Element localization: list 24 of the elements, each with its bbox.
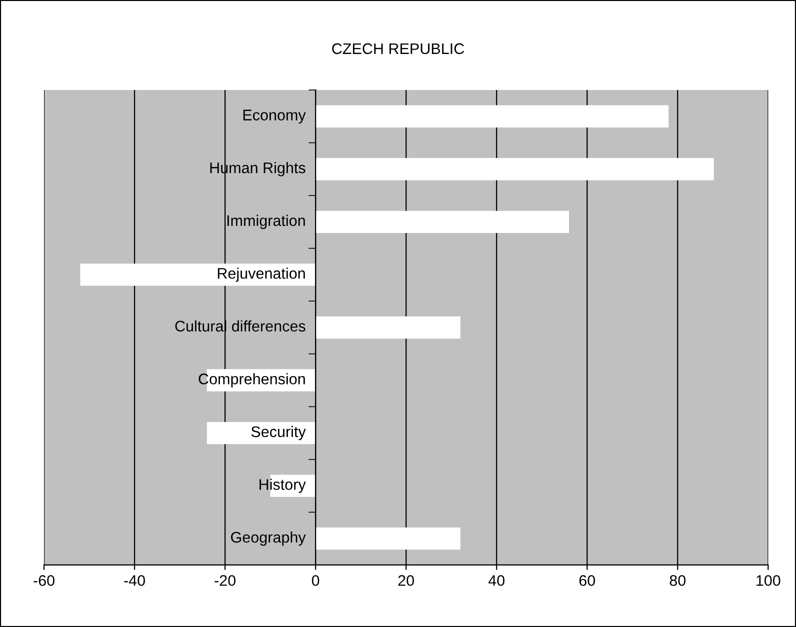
bar [316,316,460,339]
bar [80,264,316,286]
x-tick-label: 0 [312,575,320,586]
chart-title: CZECH REPUBLIC [332,43,464,54]
y-tick-label: Security [251,426,306,440]
bar [206,422,316,444]
x-tick-label: -20 [214,575,236,586]
y-tick-label: Rejuvenation [218,268,305,282]
y-tick-label: Economy [243,110,306,124]
bar [316,158,714,180]
bar [316,105,669,128]
y-tick-label: Geography [231,531,306,546]
x-tick-label: -60 [34,575,54,586]
y-tick-label: History [260,478,306,493]
bar [316,528,460,550]
x-tick-label: 100 [756,575,780,586]
x-tick-label: -40 [124,575,145,586]
x-tick-label: 60 [579,575,596,586]
x-tick-label: 40 [488,575,504,586]
x-tick-label: 20 [398,575,414,586]
y-tick-label: Comprehension [198,373,305,388]
x-tick-label: 80 [670,575,686,586]
bar [316,210,570,234]
y-tick-label: Immigration [227,214,305,230]
